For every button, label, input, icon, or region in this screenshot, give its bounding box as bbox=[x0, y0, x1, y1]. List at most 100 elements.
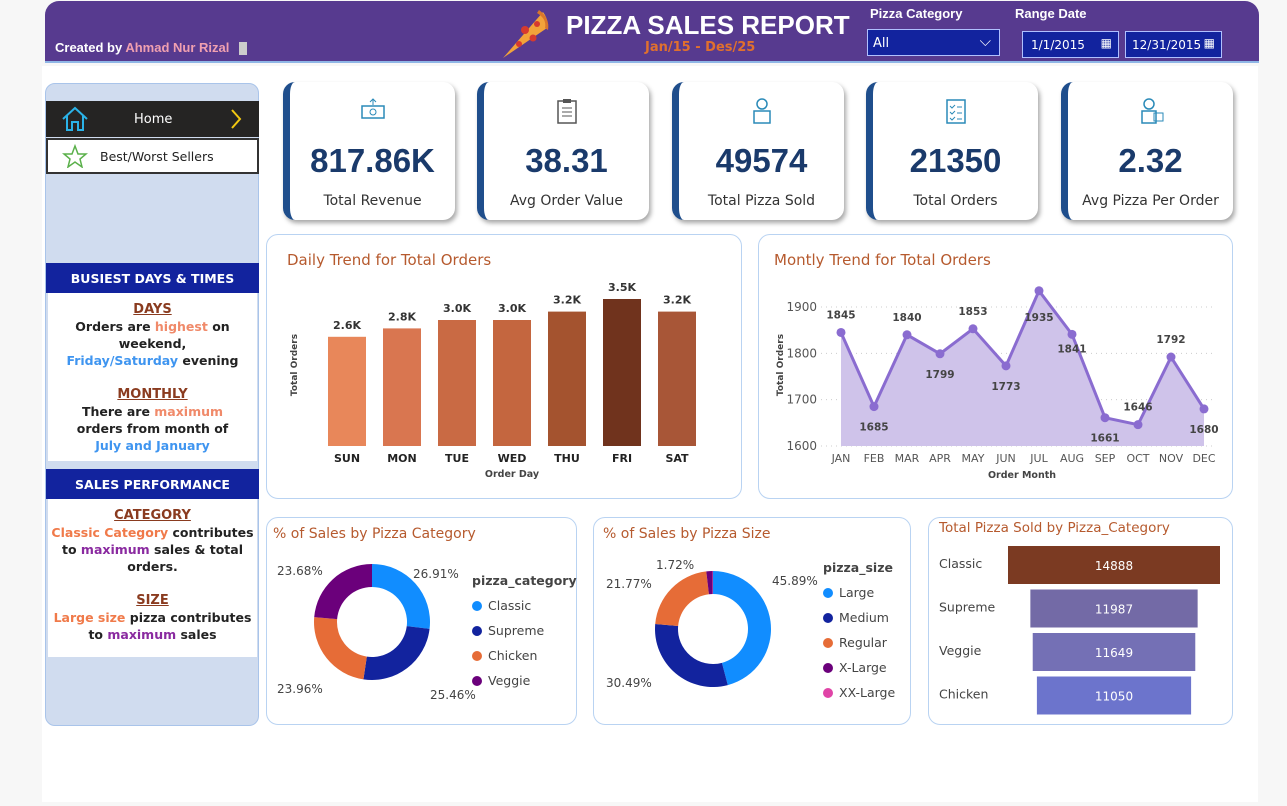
performance-body: CATEGORY Classic Category contributes to… bbox=[48, 499, 257, 657]
trend-line bbox=[839, 287, 1206, 427]
data-point bbox=[869, 402, 879, 412]
calendar-icon[interactable]: ▦ bbox=[1203, 36, 1215, 50]
size-pie-panel: % of Sales by Pizza Size 45.89% 30.49% 21.… bbox=[593, 517, 911, 725]
data-label: 3.5K bbox=[608, 281, 636, 294]
legend-title: pizza_category bbox=[472, 573, 577, 589]
nav-best-worst-label: Best/Worst Sellers bbox=[100, 148, 214, 164]
bar-wed bbox=[493, 320, 531, 446]
data-label: 1792 bbox=[1156, 334, 1185, 346]
monthly-text: There are maximum orders from month of J… bbox=[76, 404, 229, 453]
kpi-card: 21350 Total Orders bbox=[866, 82, 1038, 220]
clipboard-icon bbox=[556, 99, 577, 124]
x-tick-label: FEB bbox=[864, 452, 885, 465]
start-date-input[interactable]: 1/1/2015 ▦ bbox=[1022, 31, 1119, 58]
legend-label: Veggie bbox=[488, 673, 531, 688]
data-label: 1841 bbox=[1057, 343, 1086, 355]
category-text: Classic Category contributes to maximum … bbox=[51, 525, 254, 574]
slice-veggie bbox=[314, 564, 372, 620]
sidebar: Home Best/Worst Sellers BUSIEST DAYS & T… bbox=[45, 83, 259, 726]
legend-marker bbox=[823, 613, 833, 623]
data-point bbox=[836, 327, 846, 337]
category-filter-dropdown[interactable]: All ⌵ bbox=[867, 29, 1000, 56]
category-label: Classic bbox=[939, 556, 982, 571]
y-axis-title: Total Orders bbox=[290, 334, 300, 396]
data-label: 1646 bbox=[1123, 402, 1152, 414]
kpi-label: Total Pizza Sold bbox=[707, 193, 816, 209]
size-donut-chart: 45.89% 30.49% 21.77% 1.72% pizza_size Large Me… bbox=[606, 558, 895, 700]
legend-marker bbox=[472, 651, 482, 661]
daily-trend-panel: Daily Trend for Total Orders 2.6K SUN 2.8K… bbox=[266, 234, 742, 499]
calendar-icon[interactable]: ▦ bbox=[1100, 36, 1112, 50]
data-label: 1935 bbox=[1024, 312, 1053, 324]
data-label: 21.77% bbox=[606, 577, 652, 591]
data-label: 23.96% bbox=[277, 682, 323, 696]
x-tick-label: MON bbox=[387, 452, 417, 465]
category-label: Veggie bbox=[939, 643, 982, 658]
x-tick-label: FRI bbox=[612, 452, 632, 465]
x-axis-title: Order Day bbox=[485, 469, 540, 480]
data-label: 30.49% bbox=[606, 676, 652, 690]
pizza-logo-icon bbox=[503, 10, 549, 58]
author-name: Ahmad Nur Rizal bbox=[125, 40, 230, 55]
data-label: 1773 bbox=[991, 381, 1020, 393]
nav-best-worst-button[interactable]: Best/Worst Sellers bbox=[46, 138, 259, 174]
data-label: 1661 bbox=[1090, 433, 1119, 445]
kpi-value: 49574 bbox=[715, 142, 808, 179]
range-date-label: Range Date bbox=[1015, 6, 1087, 21]
monthly-trend-panel: Montly Trend for Total Orders 1600 1700 18… bbox=[758, 234, 1233, 499]
legend-marker bbox=[472, 626, 482, 636]
funnel-bar-supreme bbox=[1030, 589, 1198, 628]
end-date-input[interactable]: 12/31/2015 ▦ bbox=[1125, 31, 1222, 58]
delivery-icon bbox=[752, 98, 771, 124]
kpi-value: 21350 bbox=[909, 142, 1002, 179]
x-tick-label: THU bbox=[554, 452, 580, 465]
home-icon bbox=[62, 106, 88, 131]
nav-home-label: Home bbox=[134, 111, 173, 127]
funnel-bar-classic bbox=[1008, 546, 1220, 584]
y-tick-label: 1700 bbox=[786, 393, 817, 407]
slice-medium bbox=[655, 623, 728, 687]
y-axis-title: Total Orders bbox=[776, 334, 786, 396]
data-point bbox=[1067, 329, 1077, 339]
x-tick-label: MAR bbox=[895, 452, 920, 465]
x-tick-label: AUG bbox=[1060, 452, 1084, 465]
data-label: 1680 bbox=[1189, 424, 1218, 436]
data-label: 45.89% bbox=[772, 574, 818, 588]
data-label: 1840 bbox=[892, 312, 921, 324]
slice-classic bbox=[372, 564, 430, 629]
legend-label: Chicken bbox=[488, 648, 537, 663]
data-point bbox=[1133, 420, 1143, 430]
monthly-trend-title: Montly Trend for Total Orders bbox=[774, 251, 991, 269]
x-tick-label: JUN bbox=[995, 452, 1016, 465]
category-pie-title: % of Sales by Pizza Category bbox=[273, 526, 476, 542]
data-label: 2.8K bbox=[388, 310, 416, 323]
data-label: 2.6K bbox=[333, 319, 361, 332]
bar-sat bbox=[658, 311, 696, 446]
legend-label: Regular bbox=[839, 635, 888, 650]
x-tick-label: SEP bbox=[1095, 452, 1116, 465]
size-heading: SIZE bbox=[136, 593, 169, 608]
legend-marker bbox=[823, 638, 833, 648]
end-date-value: 12/31/2015 bbox=[1132, 38, 1202, 52]
x-tick-label: JAN bbox=[831, 452, 851, 465]
legend-marker bbox=[472, 676, 482, 686]
data-label: 26.91% bbox=[413, 567, 459, 581]
x-tick-label: JUL bbox=[1029, 452, 1048, 465]
kpi-card: 2.32 Avg Pizza Per Order bbox=[1061, 82, 1233, 220]
kpi-card: 49574 Total Pizza Sold bbox=[672, 82, 844, 220]
data-point bbox=[935, 349, 945, 359]
legend-marker bbox=[472, 601, 482, 611]
kpi-value: 817.86K bbox=[310, 142, 435, 179]
money-icon bbox=[360, 98, 385, 119]
legend-label: Large bbox=[839, 585, 874, 600]
nav-home-button[interactable]: Home bbox=[46, 101, 259, 137]
x-tick-label: APR bbox=[929, 452, 951, 465]
category-filter-label: Pizza Category bbox=[870, 6, 963, 21]
legend-marker bbox=[823, 688, 833, 698]
busiest-title: BUSIEST DAYS & TIMES bbox=[46, 263, 259, 293]
kpi-card: 817.86K Total Revenue bbox=[283, 82, 455, 220]
data-point bbox=[1034, 286, 1044, 296]
data-label: 3.2K bbox=[553, 294, 581, 307]
x-tick-label: OCT bbox=[1126, 452, 1149, 465]
monthly-trend-chart: 1600 1700 1800 1900 1845 JAN 1685 FEB 1840 MAR 179… bbox=[776, 286, 1219, 481]
